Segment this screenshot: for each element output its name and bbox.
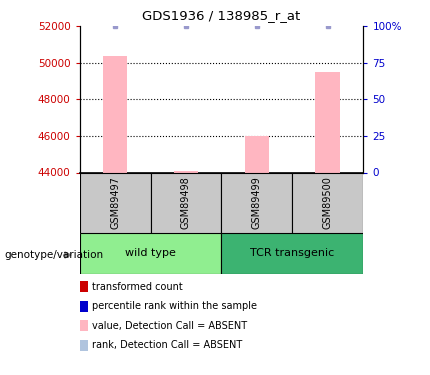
Bar <box>292 172 363 232</box>
Bar <box>103 56 127 172</box>
Bar <box>221 232 363 274</box>
Title: GDS1936 / 138985_r_at: GDS1936 / 138985_r_at <box>142 9 301 22</box>
Bar <box>80 340 88 351</box>
Bar <box>316 72 340 172</box>
Text: transformed count: transformed count <box>92 282 183 292</box>
Text: wild type: wild type <box>125 248 176 258</box>
Text: percentile rank within the sample: percentile rank within the sample <box>92 302 258 311</box>
Bar <box>80 321 88 331</box>
Text: rank, Detection Call = ABSENT: rank, Detection Call = ABSENT <box>92 340 243 350</box>
Bar <box>174 171 198 172</box>
Bar <box>150 172 221 232</box>
Bar <box>80 232 221 274</box>
Bar <box>221 172 292 232</box>
Text: genotype/variation: genotype/variation <box>4 250 104 260</box>
Bar <box>245 136 269 172</box>
Bar <box>80 282 88 292</box>
Text: GSM89497: GSM89497 <box>110 176 120 229</box>
Bar <box>80 172 150 232</box>
Text: TCR transgenic: TCR transgenic <box>250 248 335 258</box>
Text: GSM89498: GSM89498 <box>181 176 191 229</box>
Text: value, Detection Call = ABSENT: value, Detection Call = ABSENT <box>92 321 248 331</box>
Text: GSM89499: GSM89499 <box>252 176 262 229</box>
Bar <box>80 301 88 312</box>
Text: GSM89500: GSM89500 <box>323 176 333 229</box>
